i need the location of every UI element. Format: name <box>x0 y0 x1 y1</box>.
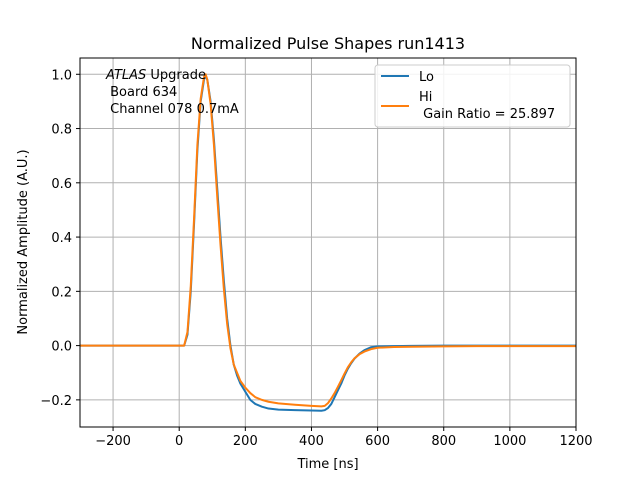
x-tick-label: 800 <box>431 434 456 449</box>
y-tick-label: 0.0 <box>51 340 72 355</box>
chart-title: Normalized Pulse Shapes run1413 <box>191 34 465 53</box>
y-tick-label: 1.0 <box>51 68 72 83</box>
legend-label-lo: Lo <box>419 70 434 85</box>
annotation-upgrade: Upgrade <box>146 68 206 83</box>
legend-label-hi: Hi <box>419 90 432 105</box>
y-tick-label: 0.2 <box>51 285 72 300</box>
y-tick-label: 0.8 <box>51 123 72 138</box>
legend-box <box>374 64 571 128</box>
series-line-hi <box>80 73 576 408</box>
y-tick-label: 0.6 <box>51 177 72 192</box>
x-tick-label: −200 <box>95 434 131 449</box>
y-tick-label: −0.2 <box>40 394 72 409</box>
x-tick-label: 1200 <box>559 434 592 449</box>
atlas-annotation: ATLAS Upgrade Board 634 Channel 078 0.7m… <box>105 68 239 117</box>
annotation-channel: Channel 078 0.7mA <box>106 102 239 117</box>
x-tick-label: 1000 <box>493 434 526 449</box>
axis-ticks: −200 0 200 400 600 800 1000 1200 −0.2 0.0 0.2 0.4 0.… <box>40 68 592 449</box>
annotation-line-1: ATLAS Upgrade <box>105 68 206 83</box>
legend-gain-ratio: Gain Ratio = 25.897 <box>419 107 555 122</box>
annotation-atlas-italic: ATLAS <box>105 68 146 83</box>
y-axis-label: Normalized Amplitude (A.U.) <box>16 149 31 334</box>
x-axis-label: Time [ns] <box>296 457 358 472</box>
series-lines <box>80 73 576 412</box>
legend: Lo Hi Gain Ratio = 25.897 <box>374 64 571 128</box>
x-tick-label: 0 <box>175 434 183 449</box>
x-tick-label: 400 <box>299 434 324 449</box>
annotation-board: Board 634 <box>106 85 177 100</box>
plot-area-frame <box>79 57 577 428</box>
x-tick-label: 600 <box>365 434 390 449</box>
x-tick-label: 200 <box>233 434 258 449</box>
y-tick-label: 0.4 <box>51 231 72 246</box>
